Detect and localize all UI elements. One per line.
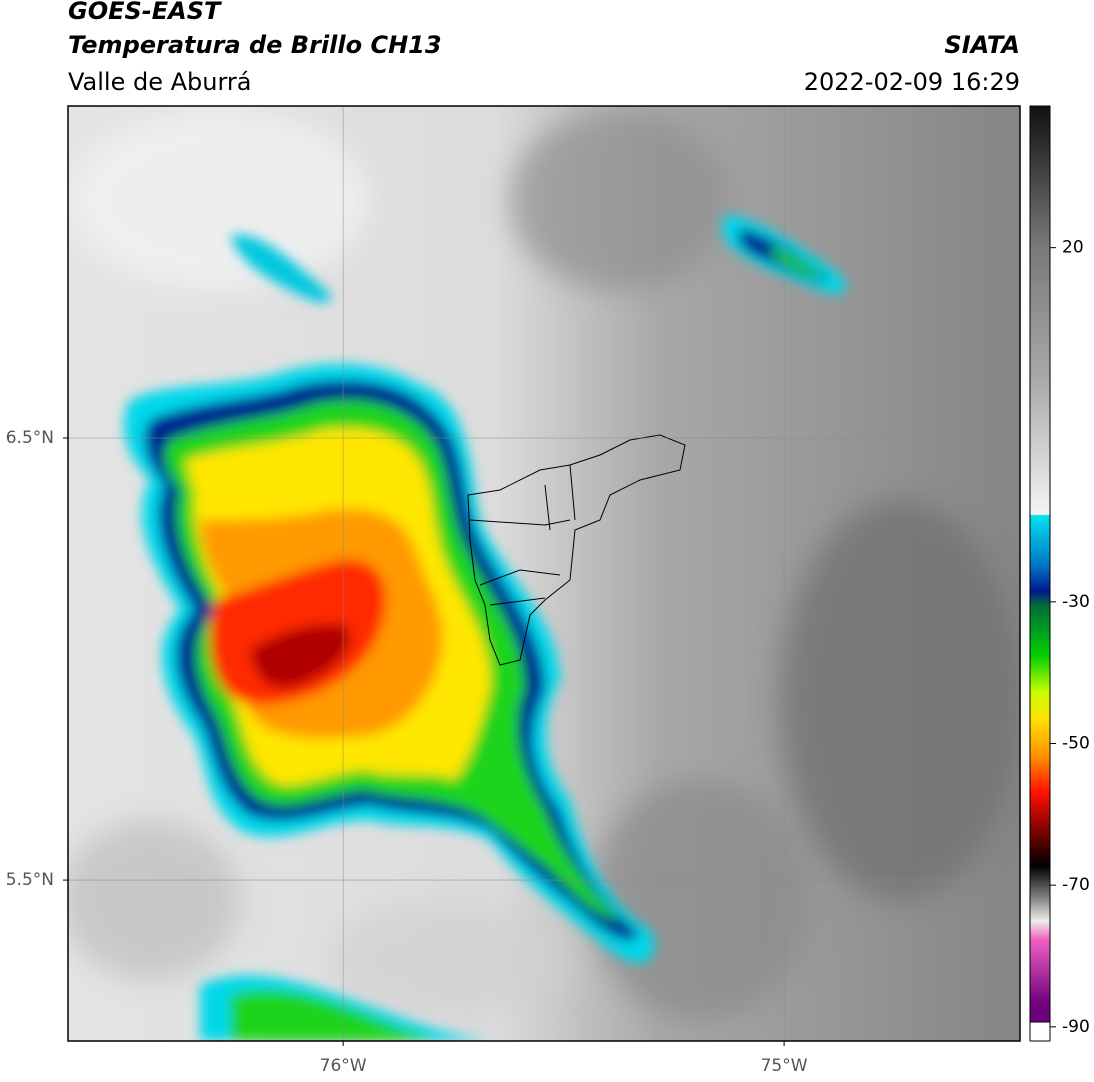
map-frame xyxy=(67,105,1021,1042)
valle-boundary xyxy=(467,434,686,666)
colorbar-tick-label: 20 xyxy=(1062,238,1084,258)
colorbar-tick-label: -70 xyxy=(1062,875,1090,895)
source: SIATA xyxy=(944,31,1020,59)
subtitle: Temperatura de Brillo CH13 xyxy=(68,31,442,59)
x-tick-label: 75°W xyxy=(761,1056,808,1076)
colorbar xyxy=(1030,106,1050,1022)
colorbar-tick-label: -30 xyxy=(1062,592,1090,612)
map-image xyxy=(68,106,1020,1041)
colorbar-frame xyxy=(1029,105,1051,1042)
title: GOES-EAST xyxy=(68,0,222,25)
colorbar-under xyxy=(1029,1021,1051,1042)
colorbar-tick-label: -90 xyxy=(1062,1017,1090,1037)
region: Valle de Aburrá xyxy=(68,68,252,96)
x-tick-label: 76°W xyxy=(320,1056,367,1076)
y-tick-label: 5.5°N xyxy=(6,870,54,890)
grid xyxy=(68,106,1020,1041)
y-tick-label: 6.5°N xyxy=(6,428,54,448)
colorbar-tick-label: -50 xyxy=(1062,734,1090,754)
datetime: 2022-02-09 16:29 xyxy=(804,68,1020,96)
